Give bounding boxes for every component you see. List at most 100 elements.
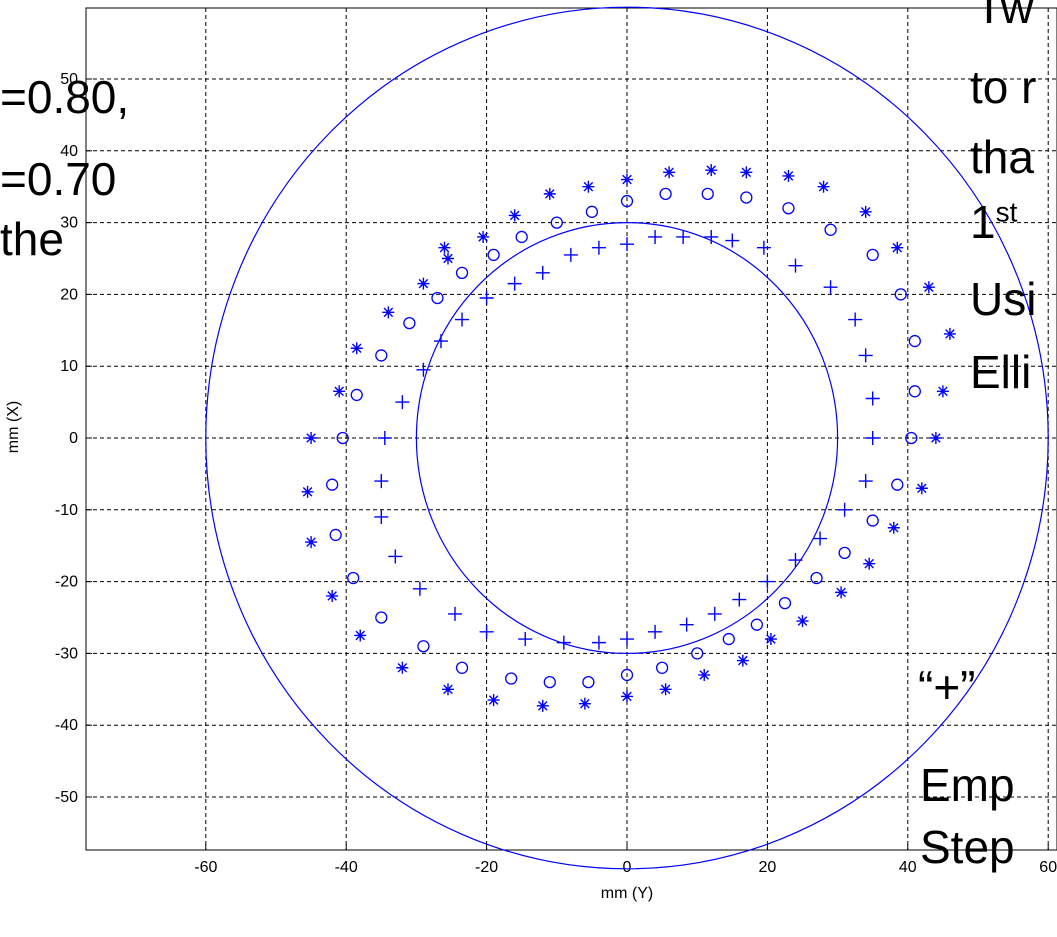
circle-marker xyxy=(620,194,634,208)
circle-marker xyxy=(431,291,444,305)
plus-marker xyxy=(848,312,863,327)
plus-marker xyxy=(858,348,873,363)
y-tick-label: 20 xyxy=(60,286,78,303)
star-marker xyxy=(835,586,848,599)
star-marker xyxy=(943,327,956,340)
star-marker xyxy=(621,173,633,186)
circle-marker xyxy=(866,514,879,527)
right-text-line-3: tha xyxy=(970,131,1034,183)
circle-marker xyxy=(894,288,907,301)
circle-marker xyxy=(810,571,823,585)
circle-marker xyxy=(455,661,469,674)
x-tick-label: 60 xyxy=(1039,859,1057,876)
star-marker xyxy=(508,209,521,222)
plus-marker xyxy=(865,431,880,445)
star-marker xyxy=(301,485,314,498)
plus-marker xyxy=(858,474,873,489)
star-marker xyxy=(621,690,633,703)
ordinal-suffix: st xyxy=(995,196,1018,228)
plus-marker xyxy=(788,553,803,568)
right-text-plus-symbol: “+” xyxy=(918,661,976,713)
star-marker xyxy=(891,241,904,254)
x-tick-label: 20 xyxy=(759,859,777,876)
x-tick-label: -60 xyxy=(194,859,217,876)
right-text-step: Step xyxy=(920,821,1015,873)
circle-marker xyxy=(543,675,556,689)
star-marker xyxy=(863,557,876,570)
plus-marker xyxy=(760,574,775,589)
plus-marker xyxy=(591,635,606,650)
star-marker xyxy=(782,169,795,182)
circle-marker xyxy=(585,205,599,218)
x-tick-label: -20 xyxy=(475,859,498,876)
circle-marker xyxy=(336,431,349,445)
plus-marker xyxy=(518,632,533,647)
right-text-line-5: Usi xyxy=(970,273,1037,325)
plus-marker xyxy=(556,635,571,650)
y-tick-label: 40 xyxy=(60,143,78,160)
star-marker xyxy=(817,180,830,193)
right-text-line-4: 1st xyxy=(970,195,1017,249)
plus-marker xyxy=(813,531,828,546)
star-marker xyxy=(736,654,749,667)
plus-marker xyxy=(433,334,448,349)
left-text-line-2: =0.70 xyxy=(0,153,117,205)
circle-marker xyxy=(326,478,339,491)
plus-marker xyxy=(479,624,494,639)
y-tick-label: -20 xyxy=(55,574,78,591)
star-marker xyxy=(441,252,454,265)
star-marker xyxy=(922,281,935,294)
star-marker xyxy=(663,166,676,179)
circle-marker xyxy=(347,571,360,585)
plus-marker xyxy=(704,229,719,244)
star-marker xyxy=(354,629,367,642)
reference-circle xyxy=(205,6,1049,870)
plus-marker xyxy=(679,617,694,632)
circle-marker xyxy=(350,388,363,402)
circle-marker xyxy=(838,546,851,560)
star-marker xyxy=(477,230,490,243)
y-tick-label: 30 xyxy=(60,215,78,232)
star-marker xyxy=(929,432,942,444)
plus-marker xyxy=(837,502,852,517)
axes-box xyxy=(85,7,1057,851)
x-tick-label: 0 xyxy=(623,859,632,876)
star-marker xyxy=(543,187,556,200)
right-text-line-6: Elli xyxy=(970,346,1032,398)
circle-marker xyxy=(375,349,388,362)
circle-marker xyxy=(515,230,528,244)
grid-lines xyxy=(86,8,1057,850)
plus-marker xyxy=(388,549,403,564)
star-marker xyxy=(859,205,872,218)
circle-marker xyxy=(891,478,904,491)
star-marker xyxy=(582,180,595,193)
left-text-line-1: =0.80, xyxy=(0,71,130,123)
plus-marker xyxy=(865,391,880,406)
circle-marker xyxy=(782,202,795,215)
star-marker xyxy=(441,683,454,696)
star-marker xyxy=(305,432,318,444)
star-marker xyxy=(536,699,549,712)
plus-marker xyxy=(707,606,722,621)
circle-marker xyxy=(740,191,753,204)
data-markers xyxy=(301,164,956,712)
plus-marker xyxy=(591,240,606,255)
circle-marker xyxy=(691,647,704,660)
star-marker xyxy=(705,164,718,177)
star-marker xyxy=(659,683,672,696)
x-tick-label: -40 xyxy=(335,859,358,876)
left-text-line-3: the xyxy=(0,213,64,265)
y-tick-label: 50 xyxy=(60,71,78,88)
y-tick-label: 10 xyxy=(60,358,78,375)
plus-marker xyxy=(374,509,389,524)
plus-marker xyxy=(416,362,431,377)
plus-marker xyxy=(455,312,470,327)
plus-marker xyxy=(377,431,392,445)
plus-marker xyxy=(620,632,634,647)
plus-marker xyxy=(823,280,838,295)
circle-marker xyxy=(582,675,595,689)
star-marker xyxy=(326,589,339,602)
right-text-line-2: to r xyxy=(970,61,1037,113)
star-marker xyxy=(915,482,928,495)
